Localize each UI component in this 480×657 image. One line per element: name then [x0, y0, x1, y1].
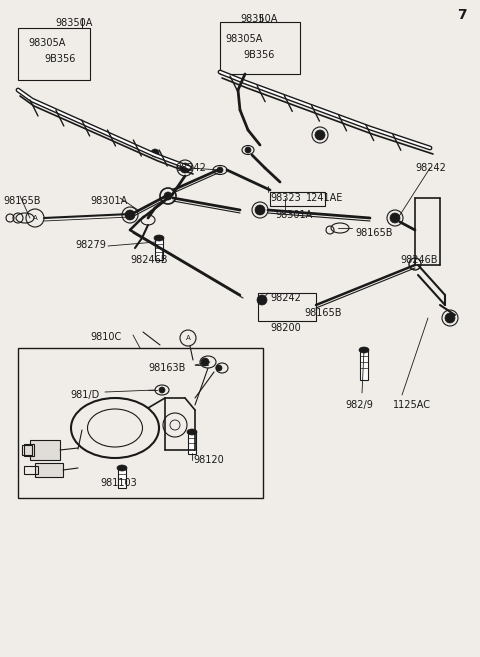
Bar	[155, 238, 163, 260]
Text: 982/9: 982/9	[345, 400, 373, 410]
Text: 98279: 98279	[75, 240, 106, 250]
Bar	[220, 22, 300, 74]
Text: 98120: 98120	[193, 455, 224, 465]
Circle shape	[390, 213, 400, 223]
Text: 98163B: 98163B	[148, 363, 185, 373]
Circle shape	[315, 130, 325, 140]
Text: 98242: 98242	[175, 163, 206, 173]
Bar	[270, 192, 325, 206]
Bar	[118, 468, 126, 488]
Bar	[18, 28, 90, 80]
Bar	[30, 440, 60, 460]
Circle shape	[445, 313, 455, 323]
Text: 98165B: 98165B	[355, 228, 393, 238]
Ellipse shape	[117, 465, 127, 471]
Text: A: A	[33, 215, 37, 221]
Circle shape	[216, 365, 222, 371]
Text: 98246B: 98246B	[130, 255, 168, 265]
Text: 1125AC: 1125AC	[393, 400, 431, 410]
Circle shape	[245, 147, 251, 153]
Text: 1241AE: 1241AE	[306, 193, 343, 203]
Text: 98165B: 98165B	[3, 196, 40, 206]
Bar	[258, 293, 316, 321]
Text: 98301A: 98301A	[275, 210, 312, 220]
Text: 98350A: 98350A	[240, 14, 277, 24]
Circle shape	[164, 192, 172, 200]
Text: 7: 7	[457, 8, 467, 22]
Bar	[24, 466, 38, 474]
Ellipse shape	[154, 235, 164, 241]
Text: 981/D: 981/D	[70, 390, 99, 400]
Text: 98242: 98242	[270, 293, 301, 303]
Bar	[188, 432, 196, 454]
Circle shape	[151, 149, 159, 157]
Bar	[360, 350, 368, 380]
Circle shape	[257, 295, 267, 305]
Text: 98165B: 98165B	[304, 308, 341, 318]
Circle shape	[180, 163, 190, 173]
Text: 9B356: 9B356	[44, 54, 75, 64]
Bar	[18, 348, 263, 498]
Text: 9B356: 9B356	[243, 50, 275, 60]
Circle shape	[201, 358, 209, 366]
Text: 98323: 98323	[270, 193, 301, 203]
Text: 98305A: 98305A	[225, 34, 263, 44]
Text: 98242: 98242	[415, 163, 446, 173]
Text: 98200: 98200	[270, 323, 301, 333]
Text: 98350A: 98350A	[55, 18, 92, 28]
Text: A: A	[186, 335, 191, 341]
Circle shape	[255, 205, 265, 215]
Text: 98246B: 98246B	[400, 255, 437, 265]
Ellipse shape	[359, 347, 369, 353]
Text: 9810C: 9810C	[90, 332, 121, 342]
Text: 98301A: 98301A	[90, 196, 127, 206]
Circle shape	[159, 387, 165, 393]
Circle shape	[125, 210, 135, 220]
Bar	[22, 445, 32, 455]
Text: 981103: 981103	[100, 478, 137, 488]
Bar	[24, 444, 34, 456]
Circle shape	[217, 167, 223, 173]
Text: 98305A: 98305A	[28, 38, 65, 48]
Bar	[35, 463, 63, 477]
Ellipse shape	[187, 429, 197, 435]
